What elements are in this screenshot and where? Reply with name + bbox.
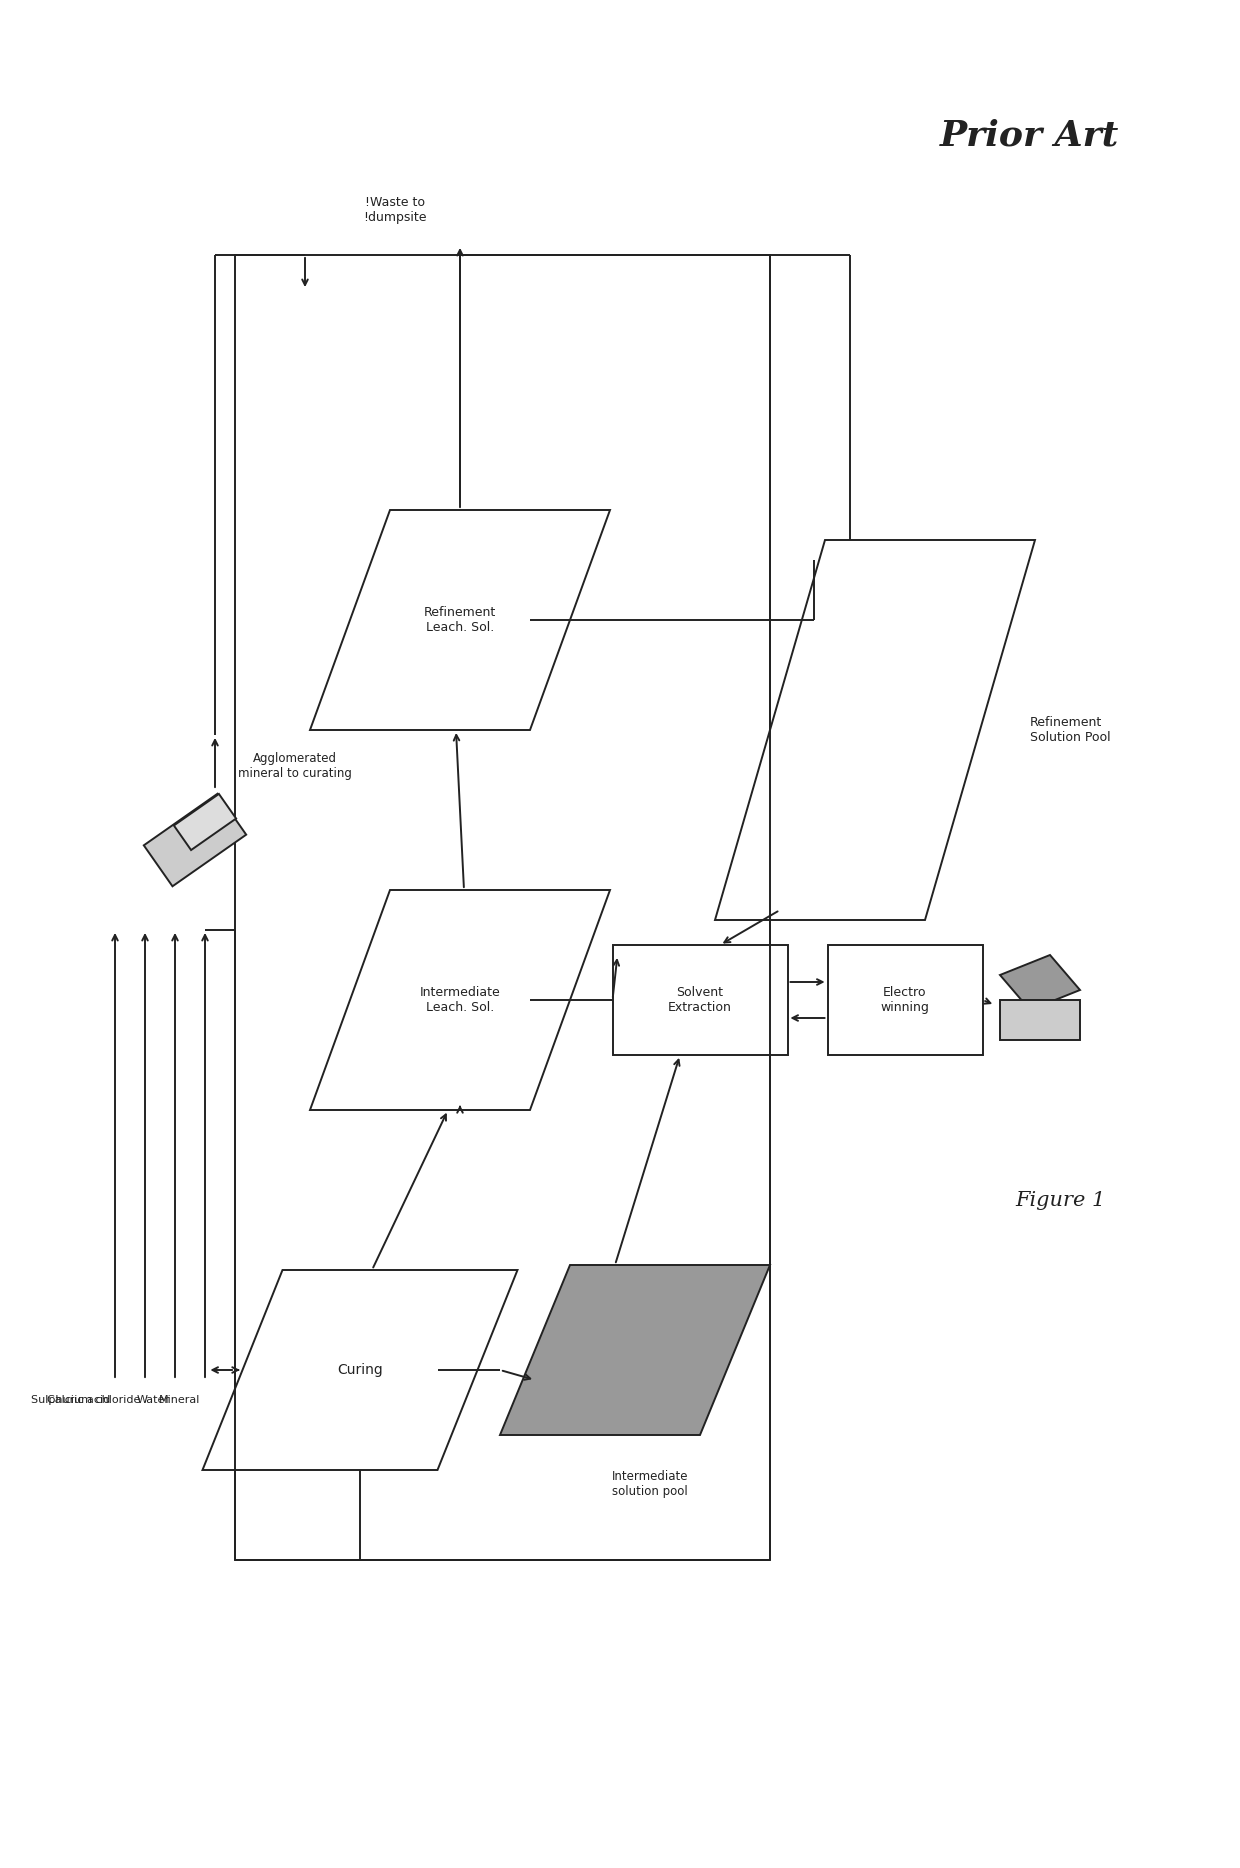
Text: Refinement
Leach. Sol.: Refinement Leach. Sol. [424, 605, 496, 633]
Polygon shape [202, 1270, 517, 1470]
Text: Intermediate
Leach. Sol.: Intermediate Leach. Sol. [419, 986, 501, 1014]
Text: Solvent
Extraction: Solvent Extraction [668, 986, 732, 1014]
Bar [999, 999, 1080, 1040]
Bar [236, 256, 770, 1560]
Bar [613, 945, 787, 1055]
Polygon shape [715, 540, 1035, 921]
Text: !Waste to
!dumpsite: !Waste to !dumpsite [363, 196, 427, 224]
Text: Figure 1: Figure 1 [1014, 1190, 1105, 1209]
Polygon shape [310, 889, 610, 1110]
Text: Intermediate
solution pool: Intermediate solution pool [611, 1470, 688, 1498]
Text: Electro
winning: Electro winning [880, 986, 930, 1014]
Text: Refinement
Solution Pool: Refinement Solution Pool [1030, 715, 1111, 743]
Text: Calcium chloride: Calcium chloride [47, 1395, 140, 1405]
Polygon shape [174, 794, 236, 850]
Text: Curing: Curing [337, 1364, 383, 1377]
Bar [827, 945, 982, 1055]
Text: Mineral: Mineral [159, 1395, 200, 1405]
Polygon shape [999, 955, 1080, 1011]
Polygon shape [500, 1265, 770, 1435]
Text: Water: Water [136, 1395, 170, 1405]
Polygon shape [144, 794, 247, 885]
Text: Sulphuric acid: Sulphuric acid [31, 1395, 110, 1405]
Text: Agglomerated
mineral to curating: Agglomerated mineral to curating [238, 753, 352, 781]
Polygon shape [310, 510, 610, 730]
Text: Prior Art: Prior Art [940, 118, 1120, 151]
